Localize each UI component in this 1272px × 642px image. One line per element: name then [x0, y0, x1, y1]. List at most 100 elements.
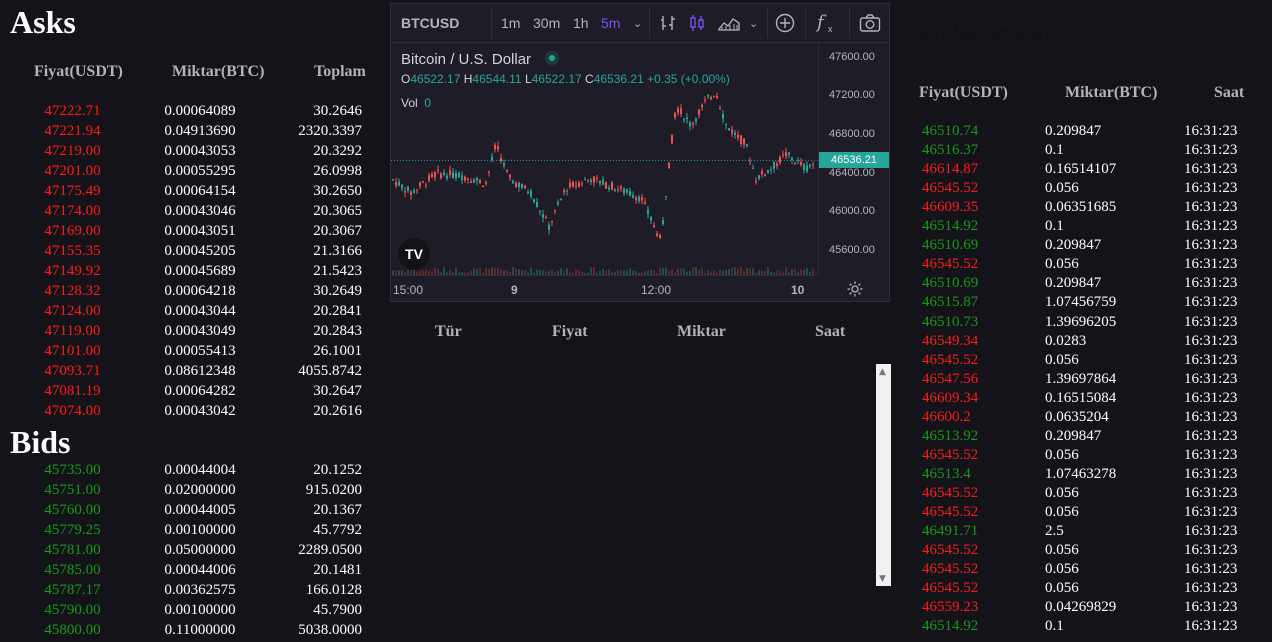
interval-1m-button[interactable]: 1m	[501, 15, 521, 31]
market-cell-time: 16:31:23	[1184, 199, 1238, 216]
candle-body	[704, 99, 706, 101]
x-tick-label: 9	[511, 283, 518, 297]
candle-body	[701, 104, 703, 107]
market-cell-time: 16:31:23	[1184, 218, 1238, 235]
volume-bar	[560, 268, 562, 275]
volume-bar	[752, 268, 754, 275]
candle-body	[782, 154, 784, 156]
market-cell-price: 46547.56	[922, 370, 979, 387]
camera-icon[interactable]	[859, 13, 881, 33]
market-cell-time: 16:31:23	[1184, 294, 1238, 311]
interval-dropdown-icon[interactable]: ⌄	[633, 18, 643, 30]
candle-body	[614, 189, 616, 191]
market-cell-price: 46515.87	[922, 294, 979, 311]
volume-bar	[794, 269, 796, 275]
scroll-down-icon[interactable]: ▼	[879, 574, 886, 584]
market-cell-price: 46545.52	[922, 180, 979, 197]
ohlc-low: 46522.17	[531, 72, 582, 86]
bids-cell-price: 45735.00	[44, 462, 101, 478]
market-cell-price: 46516.37	[922, 142, 979, 159]
market-row: 46516.37 0.1 16:31:23	[918, 142, 1248, 161]
volume-bar	[413, 268, 415, 275]
market-cell-time: 16:31:23	[1184, 351, 1238, 368]
candle-body	[491, 156, 493, 160]
market-row: 46510.69 0.209847 16:31:23	[918, 275, 1248, 294]
interval-30m-button[interactable]: 30m	[533, 15, 561, 31]
candles-icon[interactable]	[688, 14, 706, 32]
candle-body	[659, 234, 661, 238]
asks-cell-price: 47221.94	[44, 123, 101, 139]
candle-body	[485, 182, 487, 184]
volume-bar	[410, 270, 412, 275]
market-cell-time: 16:31:23	[1184, 446, 1238, 463]
market-cell-price: 46545.52	[922, 446, 979, 463]
volume-bar	[758, 270, 760, 275]
candle-body	[650, 216, 652, 221]
area-chart-icon[interactable]	[718, 14, 740, 32]
bids-cell-price: 45760.00	[44, 502, 101, 518]
asks-row: 47169.00 0.00043051 20.3067	[0, 223, 380, 243]
tradingview-logo[interactable]: TV	[398, 238, 430, 270]
candle-body	[494, 145, 496, 150]
price-axis[interactable]: 45600.00 46000.00 46400.00 46800.00 47200.00…	[818, 43, 890, 275]
volume-bar	[452, 272, 454, 275]
bar-chart-icon[interactable]	[659, 14, 677, 32]
volume-bar	[605, 271, 607, 275]
volume-bar	[713, 270, 715, 275]
asks-cell-amount: 0.00055413	[164, 343, 236, 359]
volume-bar	[686, 271, 688, 275]
asks-cell-price: 47155.35	[44, 243, 101, 259]
candle-body	[554, 210, 556, 212]
volume-bar	[731, 267, 733, 275]
volume-bar	[722, 270, 724, 275]
symbol-button[interactable]: BTCUSD	[401, 15, 460, 31]
volume-bar	[545, 271, 547, 275]
market-cell-amount: 0.16515084	[1045, 389, 1117, 406]
volume-bar	[716, 272, 718, 275]
volume-bar	[779, 270, 781, 275]
market-cell-amount: 0.056	[1045, 504, 1079, 520]
market-row: 46609.34 0.16515084 16:31:23	[918, 390, 1248, 409]
settings-gear-icon[interactable]	[846, 280, 864, 298]
bids-cell-third: 20.1481	[313, 562, 362, 578]
scroll-up-icon[interactable]: ▲	[879, 367, 886, 377]
interval-1h-button[interactable]: 1h	[573, 15, 589, 31]
price-plot[interactable]	[391, 43, 818, 275]
time-axis[interactable]: 15:00 9 12:00 10	[391, 275, 818, 302]
market-cell-amount: 0.1	[1045, 218, 1064, 235]
volume-bar	[575, 269, 577, 275]
indicators-fx-icon[interactable]: f	[817, 12, 824, 33]
market-cell-time: 16:31:23	[1184, 123, 1238, 139]
candle-body	[662, 219, 664, 225]
market-cell-time: 16:31:23	[1184, 580, 1238, 597]
volume-bar	[473, 268, 475, 275]
candle-body	[506, 169, 508, 172]
market-cell-time: 16:31:23	[1184, 161, 1238, 178]
add-indicator-icon[interactable]	[775, 13, 795, 33]
market-cell-amount: 0.209847	[1045, 123, 1102, 139]
chart-type-dropdown-icon[interactable]: ⌄	[749, 18, 759, 30]
candle-body	[710, 97, 712, 100]
interval-5m-button[interactable]: 5m	[601, 15, 621, 31]
candle-body	[473, 179, 475, 183]
tradingview-chart[interactable]: BTCUSD 1m 30m 1h 5m ⌄ ⌄ f x	[390, 3, 890, 302]
volume-bar	[608, 269, 610, 275]
volume-bar	[614, 272, 616, 275]
volume-bar	[554, 272, 556, 275]
market-row: 46514.92 0.1 16:31:23	[918, 218, 1248, 237]
asks-cell-third: 20.3067	[313, 223, 362, 239]
candle-body	[635, 197, 637, 201]
trades-scrollbar[interactable]: ▲ ▼	[876, 364, 891, 586]
candle-body	[467, 178, 469, 180]
asks-cell-amount: 0.00064282	[164, 383, 236, 399]
candle-body	[638, 196, 640, 201]
market-cell-time: 16:31:23	[1184, 370, 1238, 387]
volume-bar	[653, 270, 655, 275]
market-cell-amount: 0.056	[1045, 180, 1079, 197]
market-cell-amount: 1.39697864	[1045, 370, 1117, 387]
candle-body	[416, 189, 418, 191]
bids-cell-third: 45.7900	[313, 602, 362, 618]
market-row: 46614.87 0.16514107 16:31:23	[918, 161, 1248, 180]
market-cell-amount: 0.04269829	[1045, 599, 1117, 616]
volume-bar	[620, 270, 622, 275]
